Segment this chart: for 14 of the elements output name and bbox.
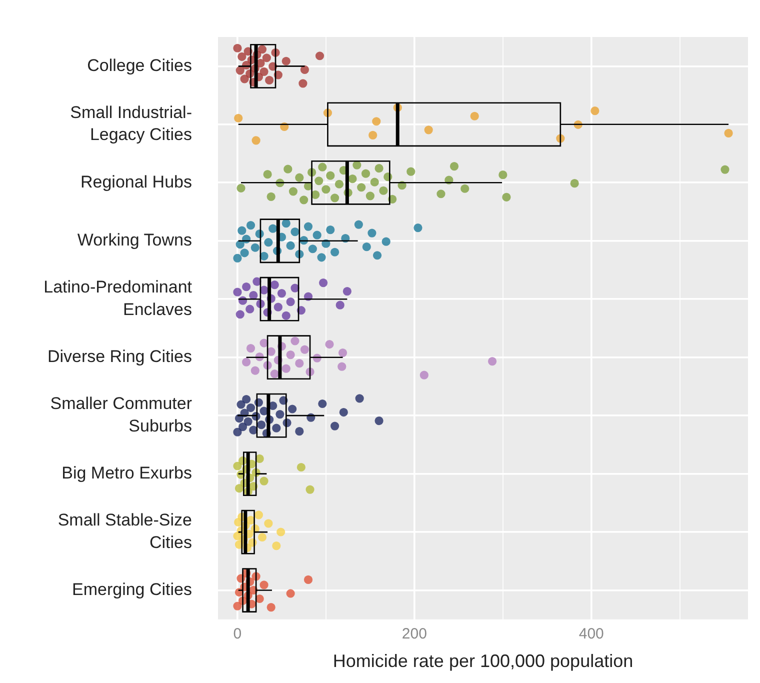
- y-tick-label: Diverse Ring Cities: [47, 347, 192, 366]
- y-tick-label: Small Industrial-Legacy Cities: [70, 103, 192, 144]
- y-tick-label: Big Metro Exurbs: [62, 464, 192, 482]
- y-tick-label: Smaller Commuter Suburbs: [50, 394, 192, 436]
- x-axis-title: Homicide rate per 100,000 population: [332, 651, 634, 672]
- x-tick-label: 200: [402, 626, 427, 643]
- x-tick-label: 400: [578, 626, 604, 643]
- y-tick-label: Emerging Cities: [72, 580, 192, 599]
- y-tick-label: Regional Hubs: [80, 172, 192, 192]
- y-tick-label: Latino-Predominant Enclaves: [44, 278, 192, 319]
- x-tick-label: 0: [233, 626, 242, 643]
- y-tick-label: College Cities: [87, 56, 192, 75]
- y-tick-label: Working Towns: [77, 230, 192, 250]
- y-tick-label: Small Stable-Size Cities: [58, 510, 192, 552]
